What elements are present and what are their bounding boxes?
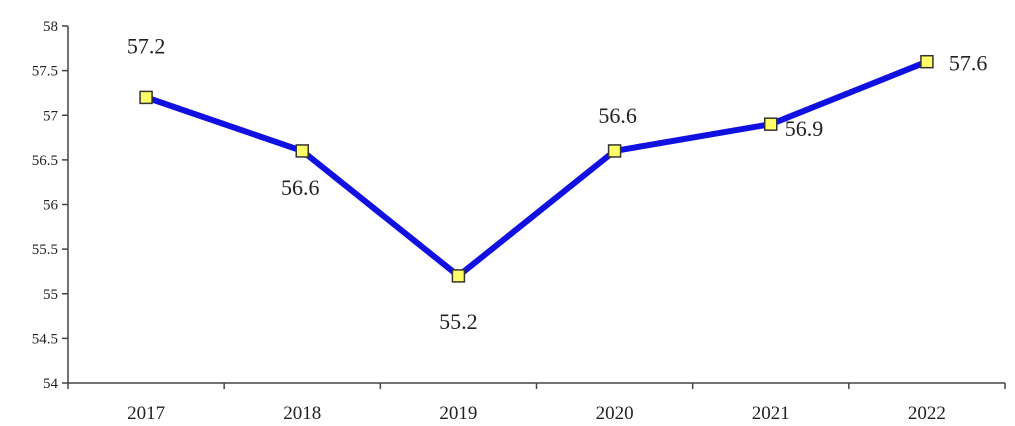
data-point-marker <box>139 90 153 105</box>
x-tick-label: 2022 <box>908 403 946 424</box>
y-tick-label: 54 <box>43 376 59 392</box>
y-tick-label: 55 <box>43 287 58 303</box>
data-label: 55.2 <box>439 309 478 334</box>
series-line <box>143 58 930 279</box>
x-tick-label: 2019 <box>439 403 477 424</box>
data-point-marker <box>920 54 934 69</box>
x-tick-label: 2020 <box>596 403 634 424</box>
x-tick-label: 2018 <box>283 403 321 424</box>
data-point-marker <box>764 117 778 131</box>
y-tick-label: 55.5 <box>32 242 58 258</box>
data-point-marker <box>295 144 309 158</box>
series-group <box>139 54 934 283</box>
data-point-marker <box>451 269 466 283</box>
data-label: 56.6 <box>281 175 320 200</box>
x-tick-label: 2017 <box>127 403 165 424</box>
y-tick-label: 58 <box>43 19 58 35</box>
y-tick-label: 56.5 <box>32 153 58 169</box>
y-tick-label: 54.5 <box>32 331 58 347</box>
data-label: 56.9 <box>785 116 824 141</box>
data-point-marker <box>607 144 622 158</box>
y-tick-label: 57 <box>43 108 59 124</box>
x-tick-label: 2021 <box>752 403 790 424</box>
data-label: 57.2 <box>127 33 166 58</box>
data-label: 57.6 <box>949 51 988 76</box>
y-tick-label: 56 <box>43 198 59 214</box>
axes: 54 54.5 55 55.5 56 56.5 57 57.5 58 2017 2018 2019 20… <box>32 19 1006 424</box>
data-labels-group: 57.2 56.6 55.2 56.6 56.9 57.6 <box>127 33 988 334</box>
y-tick-label: 57.5 <box>32 64 58 80</box>
data-label: 56.6 <box>598 103 637 128</box>
